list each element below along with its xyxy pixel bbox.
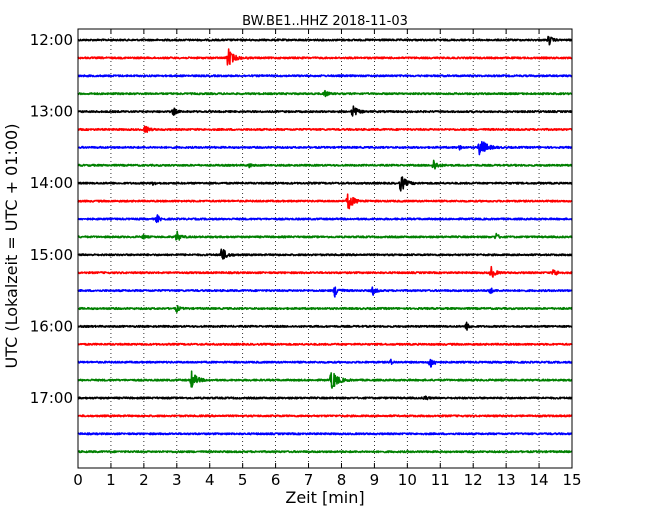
trace-17:45 — [77, 450, 573, 454]
trace-15:45 — [77, 304, 573, 313]
x-tick-label: 3 — [172, 471, 182, 489]
trace-14:30 — [77, 214, 573, 224]
trace-15:00 — [77, 248, 573, 260]
y-tick-label: 17:00 — [30, 389, 73, 407]
trace-12:00 — [77, 35, 573, 46]
x-tick-label: 14 — [530, 471, 549, 489]
trace-14:00 — [77, 176, 573, 192]
trace-13:15 — [77, 125, 573, 134]
chart-title: BW.BE1..HHZ 2018-11-03 — [242, 14, 408, 29]
x-tick-label: 8 — [337, 471, 347, 489]
y-tick-label: 16:00 — [30, 317, 73, 335]
trace-16:00 — [77, 321, 573, 331]
trace-15:30 — [77, 286, 573, 298]
y-axis-label: UTC (Lokalzeit = UTC + 01:00) — [2, 124, 21, 369]
x-tick-label: 12 — [464, 471, 483, 489]
trace-16:15 — [77, 342, 573, 346]
x-tick-label: 10 — [398, 471, 417, 489]
x-axis-label: Zeit [min] — [285, 488, 364, 507]
trace-17:15 — [77, 414, 573, 418]
x-tick-label: 2 — [139, 471, 149, 489]
trace-15:15 — [77, 265, 573, 278]
x-axis-ticks: 0 1 2 3 4 5 6 7 8 9 10 11 12 13 14 15 — [73, 29, 582, 489]
y-tick-label: 14:00 — [30, 174, 73, 192]
x-tick-label: 5 — [238, 471, 248, 489]
trace-13:30 — [77, 140, 573, 156]
trace-13:45 — [77, 159, 573, 170]
y-tick-label: 15:00 — [30, 246, 73, 264]
x-tick-label: 15 — [562, 471, 581, 489]
seismic-traces — [77, 35, 573, 454]
trace-12:45 — [77, 89, 573, 98]
x-tick-label: 13 — [497, 471, 516, 489]
trace-14:15 — [77, 193, 573, 210]
x-tick-label: 6 — [271, 471, 281, 489]
plot-frame — [77, 28, 573, 469]
y-tick-label: 13:00 — [30, 103, 73, 121]
trace-13:00 — [77, 105, 573, 117]
y-tick-label: 12:00 — [30, 31, 73, 49]
x-tick-label: 4 — [205, 471, 215, 489]
trace-12:15 — [77, 48, 573, 66]
x-tick-label: 0 — [73, 471, 83, 489]
trace-12:30 — [77, 74, 573, 78]
trace-17:30 — [77, 432, 573, 436]
x-tick-label: 7 — [304, 471, 314, 489]
x-tick-label: 1 — [106, 471, 116, 489]
x-tick-label: 11 — [431, 471, 450, 489]
trace-14:45 — [77, 230, 573, 241]
trace-17:00 — [77, 395, 573, 401]
y-axis-ticks: 12:00 13:00 14:00 15:00 16:00 17:00 — [30, 31, 572, 407]
x-tick-label: 9 — [370, 471, 380, 489]
trace-16:30 — [77, 358, 573, 368]
trace-16:45 — [77, 370, 573, 389]
